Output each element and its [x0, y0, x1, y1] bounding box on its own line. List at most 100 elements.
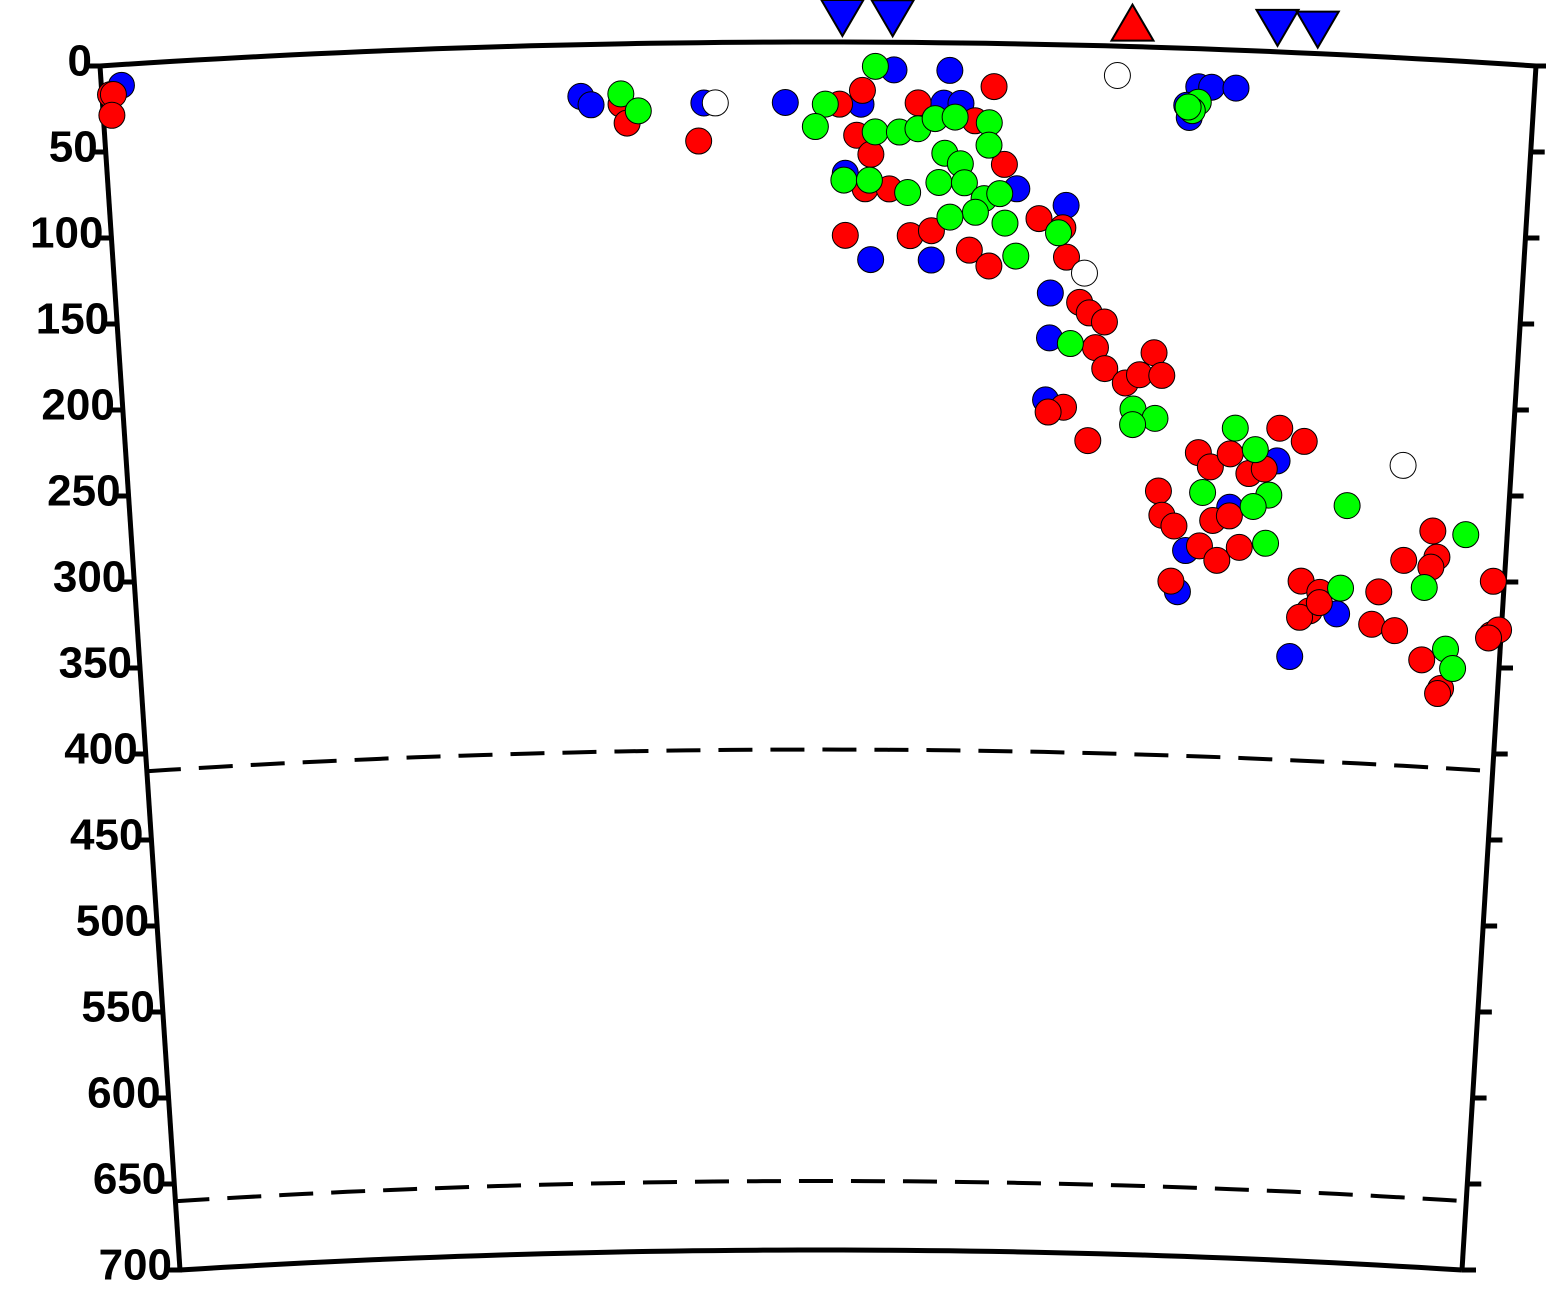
earthquake: [980, 73, 1008, 101]
earthquake: [855, 166, 883, 194]
reference-line: [146, 747, 1493, 774]
y-tick-label: 650: [93, 1155, 166, 1204]
earthquake: [1424, 680, 1452, 708]
y-tick-label: 600: [87, 1069, 160, 1118]
y-tick-label: 100: [30, 209, 103, 258]
earthquake: [1365, 578, 1393, 606]
earthquake: [975, 252, 1003, 280]
earthquake: [936, 56, 964, 84]
earthquake: [1327, 574, 1355, 602]
earthquake: [1410, 573, 1438, 601]
earthquake: [771, 88, 799, 116]
earthquake: [961, 198, 989, 226]
earthquake: [1140, 339, 1168, 367]
earthquake: [1290, 427, 1318, 455]
earthquake: [1203, 546, 1231, 574]
earthquake: [1036, 279, 1064, 307]
y-tick-label: 400: [64, 725, 137, 774]
earthquake: [801, 113, 829, 141]
earthquake: [1419, 517, 1447, 545]
earthquake: [1252, 529, 1280, 557]
earthquake: [1196, 453, 1224, 481]
earthquake: [1052, 191, 1080, 219]
surface-marker: [1294, 10, 1341, 50]
earthquake: [1358, 610, 1386, 638]
frame-top: [99, 39, 1537, 69]
earthquake: [1286, 603, 1314, 631]
y-tick-label: 250: [47, 467, 120, 516]
earthquake: [1215, 502, 1243, 530]
earthquake: [925, 168, 953, 196]
earthquake: [1439, 655, 1467, 683]
earthquake: [894, 179, 922, 207]
reference-line: [175, 1179, 1467, 1204]
earthquake: [1305, 589, 1333, 617]
earthquake: [1045, 219, 1073, 247]
earthquake: [941, 103, 969, 131]
earthquake: [986, 180, 1014, 208]
earthquake: [1381, 617, 1409, 645]
earthquake: [950, 169, 978, 197]
earthquake: [955, 236, 983, 264]
y-tick-label: 450: [70, 811, 143, 860]
y-tick-label: 550: [81, 983, 154, 1032]
earthquake: [1333, 492, 1361, 520]
earthquake: [1025, 205, 1053, 233]
earthquake: [701, 89, 729, 117]
y-tick-label: 50: [49, 123, 98, 172]
earthquake: [685, 127, 713, 155]
surface-marker: [820, 0, 865, 39]
earthquake: [1189, 478, 1217, 506]
earthquake: [1148, 361, 1176, 389]
earthquake: [831, 221, 859, 249]
earthquake: [1056, 330, 1084, 358]
earthquake: [917, 246, 945, 274]
earthquake: [1141, 404, 1169, 432]
earthquake: [624, 97, 652, 125]
earthquake: [1276, 643, 1304, 671]
frame-bottom: [179, 1247, 1463, 1273]
earthquake: [1053, 243, 1081, 271]
earthquake: [1221, 414, 1249, 442]
earthquake: [1090, 308, 1118, 336]
earthquake: [1144, 477, 1172, 505]
earthquake: [1157, 567, 1185, 595]
earthquake: [975, 131, 1003, 159]
earthquake: [917, 217, 945, 245]
surface-marker: [1254, 8, 1301, 48]
earthquake: [1216, 440, 1244, 468]
earthquake: [1160, 512, 1188, 540]
earthquake: [811, 90, 839, 118]
earthquake: [1091, 355, 1119, 383]
surface-marker: [870, 0, 915, 39]
earthquake: [1390, 546, 1418, 574]
surface-marker: [1109, 2, 1156, 42]
earthquake: [1239, 493, 1267, 521]
earthquake: [990, 150, 1018, 178]
earthquake: [577, 91, 605, 119]
earthquake: [1266, 414, 1294, 442]
earthquake: [1225, 533, 1253, 561]
earthquake: [1222, 74, 1250, 102]
earthquake: [991, 209, 1019, 237]
earthquake: [607, 80, 635, 108]
y-tick-label: 700: [99, 1241, 172, 1290]
earthquake: [1034, 398, 1062, 426]
earthquake: [1119, 411, 1147, 439]
earthquake: [1479, 567, 1507, 595]
earthquake: [848, 76, 876, 104]
earthquake: [861, 52, 889, 80]
earthquake: [857, 246, 885, 274]
y-tick-label: 200: [41, 381, 114, 430]
earthquake: [1241, 436, 1269, 464]
y-tick-label: 150: [36, 295, 109, 344]
y-tick-label: 0: [68, 37, 92, 86]
earthquake: [1002, 242, 1030, 270]
earthquake: [1070, 259, 1098, 287]
earthquake: [936, 203, 964, 231]
earthquake: [1475, 624, 1503, 652]
earthquake: [830, 166, 858, 194]
earthquake: [857, 140, 885, 168]
earthquake: [1389, 451, 1417, 479]
